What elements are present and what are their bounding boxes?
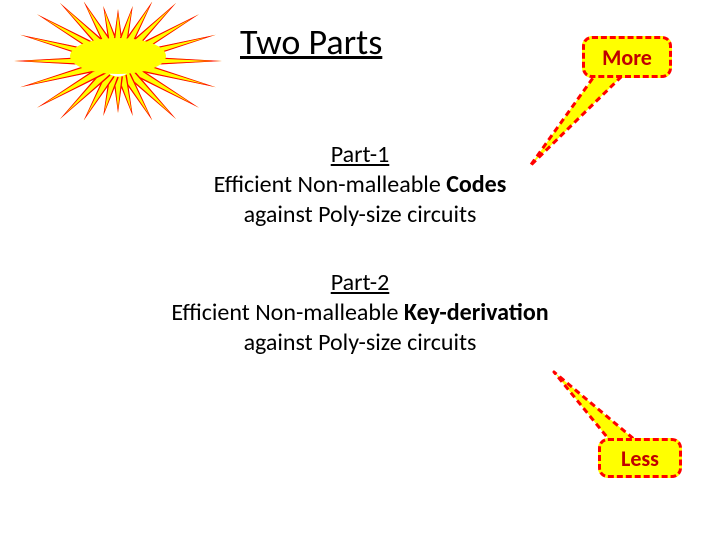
part-1-line2: against Poly-size circuits xyxy=(244,200,477,229)
callout-more-bubble: More xyxy=(582,36,672,78)
callout-more: More xyxy=(526,32,676,170)
part-1-heading: Part-1 xyxy=(331,140,390,169)
part-2-heading: Part-2 xyxy=(331,268,390,297)
part-1-line1-bold: Codes xyxy=(446,170,506,199)
part-1-line1-pre: Efficient Non-malleable xyxy=(214,170,447,199)
page-title: Two Parts xyxy=(240,20,382,64)
part-2-block: Part-2 Efficient Non-malleable Key-deriv… xyxy=(80,268,640,358)
starburst-core-bg xyxy=(70,38,166,74)
callout-less-label: Less xyxy=(621,445,659,472)
this-talk-starburst: This talk xyxy=(14,4,222,108)
part-2-line1-pre: Efficient Non-malleable xyxy=(171,298,404,327)
callout-less: Less xyxy=(550,368,686,482)
callout-more-label: More xyxy=(602,44,652,71)
part-2-line2: against Poly-size circuits xyxy=(244,328,477,357)
callout-less-bubble: Less xyxy=(598,438,682,478)
part-2-line1-bold: Key-derivation xyxy=(404,298,549,327)
